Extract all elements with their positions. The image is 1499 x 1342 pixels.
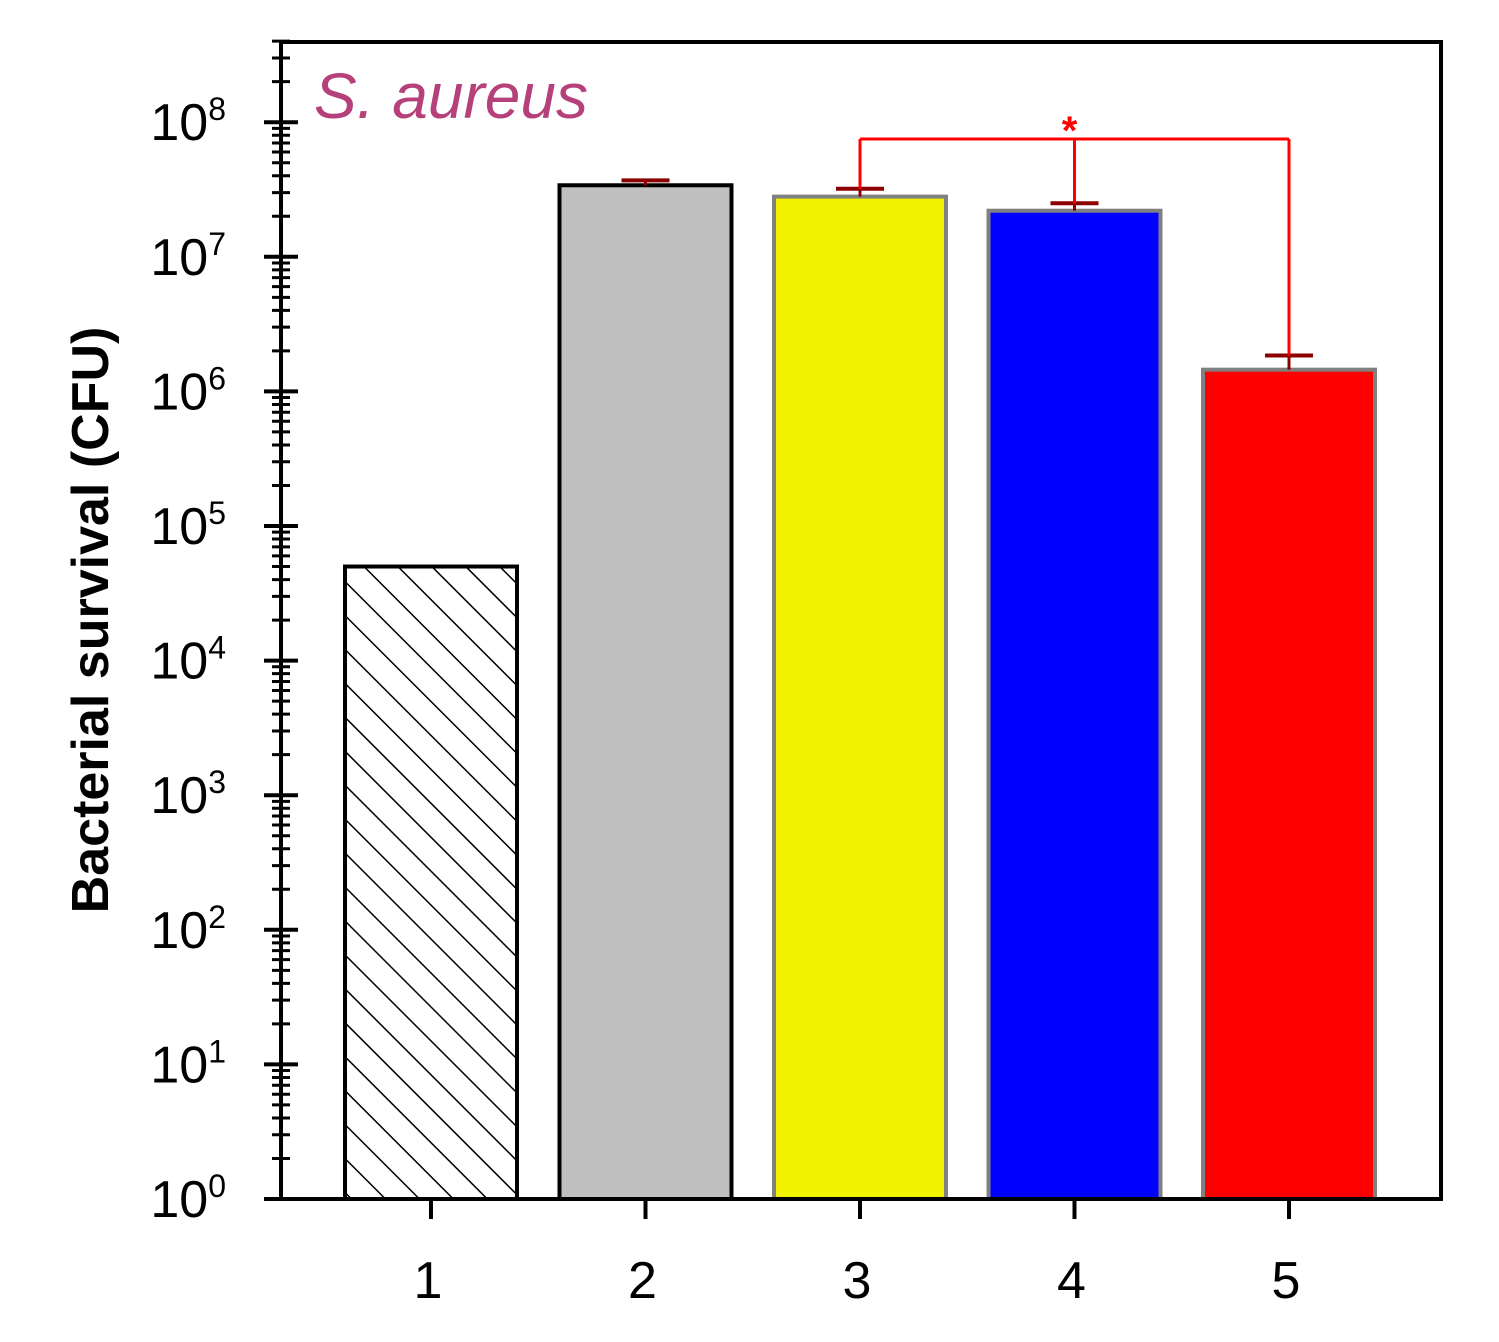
- bar-1: [343, 564, 519, 1201]
- x-tick-label: 5: [1272, 1252, 1301, 1310]
- x-tick-label: 4: [1057, 1252, 1086, 1310]
- error-bar-2: [621, 178, 670, 186]
- axes-layer: 100 101 102 103 104 105 106 107 108 1 2 3 4 5: [150, 39, 1443, 1310]
- error-bar-5: [1265, 353, 1313, 370]
- bar-3: [772, 194, 948, 1201]
- y-tick-label: 103: [150, 764, 226, 825]
- y-tick-label: 106: [150, 360, 226, 421]
- bar-2: [557, 183, 734, 1201]
- y-tick-label: 102: [150, 899, 226, 960]
- significance-layer: *: [858, 109, 1291, 356]
- chart-annotation: S. aureus: [314, 60, 588, 132]
- y-tick-label: 105: [150, 495, 226, 556]
- x-tick-label: 2: [628, 1252, 657, 1310]
- y-tick-label: 104: [150, 630, 226, 691]
- y-tick-label: 100: [150, 1168, 226, 1229]
- y-axis-label: Bacterial survival (CFU): [62, 327, 120, 914]
- y-tick-label: 107: [150, 226, 226, 287]
- bar-5: [1201, 367, 1377, 1201]
- x-tick-label: 1: [414, 1252, 443, 1310]
- bars-layer: [343, 183, 1377, 1201]
- y-tick-label: 108: [150, 91, 226, 152]
- significance-star: *: [1062, 109, 1078, 153]
- x-tick-label: 3: [843, 1252, 872, 1310]
- y-tick-label: 101: [150, 1033, 226, 1094]
- significance-bracket: *: [858, 109, 1291, 356]
- bar-4: [986, 208, 1163, 1201]
